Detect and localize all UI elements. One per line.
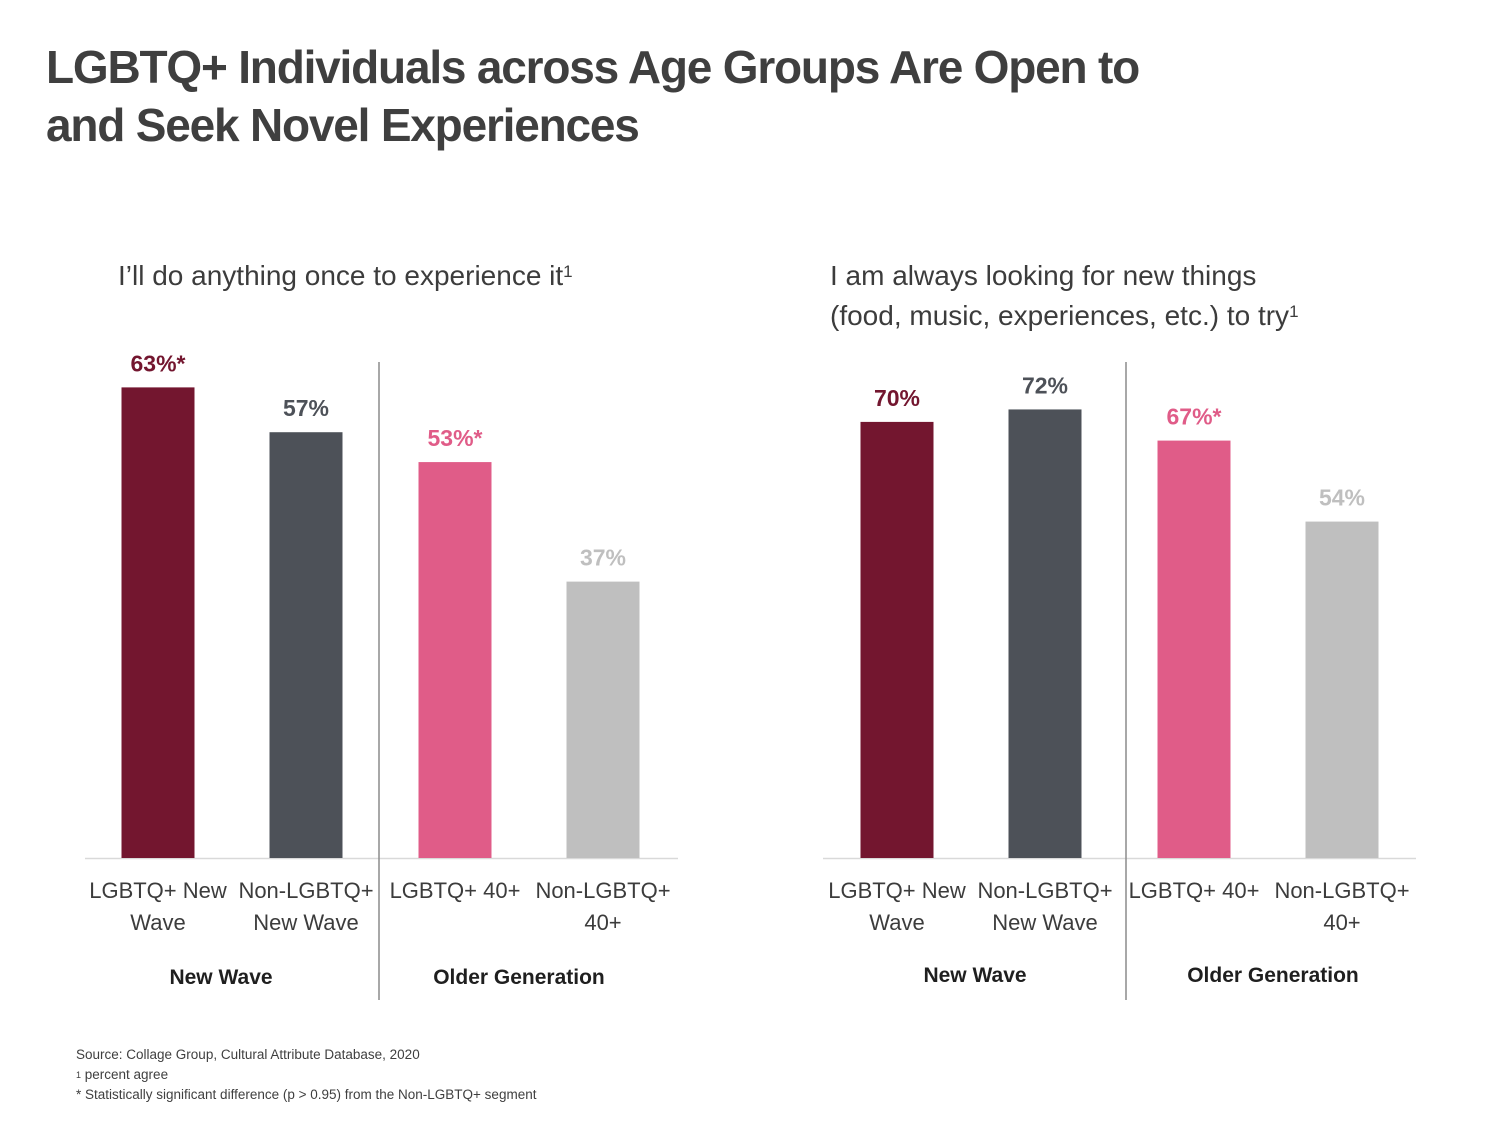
page-title-line-2: and Seek Novel Experiences xyxy=(46,99,640,151)
footnote-2: * Statistically significant difference (… xyxy=(76,1087,537,1102)
chart-2-data-label-2: 72% xyxy=(1022,372,1068,398)
chart-2-title: I am always looking for new things (food… xyxy=(830,256,1299,336)
chart-2-title-line-1: I am always looking for new things xyxy=(830,260,1257,291)
chart-1-category-label-2-line-1: Non-LGBTQ+ xyxy=(238,878,373,903)
chart-1-category-label-1: LGBTQ+ New Wave xyxy=(89,878,227,935)
chart-2-group-label-2: Older Generation xyxy=(1187,964,1359,987)
chart-2-title-footnote-marker: 1 xyxy=(1289,302,1299,321)
chart-2-data-label-1: 70% xyxy=(874,385,920,411)
chart-2-title-line-2: (food, music, experiences, etc.) to try xyxy=(830,300,1290,331)
chart-2-bar-3 xyxy=(1157,440,1231,858)
chart-2-category-label-2-line-2: New Wave xyxy=(992,910,1098,935)
chart-2-data-label-3: 67%* xyxy=(1167,404,1222,430)
chart-1-category-label-4-line-2: 40+ xyxy=(584,910,621,935)
chart-1-category-label-3: LGBTQ+ 40+ xyxy=(390,878,521,903)
footnote-1-marker: 1 xyxy=(76,1070,82,1080)
chart-1-category-label-1-line-1: LGBTQ+ New xyxy=(89,878,227,903)
footnote-1: 1 percent agree xyxy=(76,1066,168,1084)
page-title-line-1: LGBTQ+ Individuals across Age Groups Are… xyxy=(46,41,1140,93)
footnote-1-text: percent agree xyxy=(81,1067,169,1082)
chart-2-category-label-4-line-2: 40+ xyxy=(1323,910,1360,935)
chart-1-data-label-4: 37% xyxy=(580,545,626,571)
chart-1-category-label-2-line-2: New Wave xyxy=(253,910,359,935)
chart-2-bar-2 xyxy=(1008,409,1082,858)
chart-1-title: I’ll do anything once to experience it1 xyxy=(118,256,573,296)
source-note: Source: Collage Group, Cultural Attribut… xyxy=(76,1047,420,1062)
chart-1-data-label-3: 53%* xyxy=(428,425,483,451)
chart-2-group-label-1: New Wave xyxy=(923,964,1026,987)
chart-1-title-text: I’ll do anything once to experience it xyxy=(118,260,564,291)
chart-1-group-label-2: Older Generation xyxy=(433,966,605,989)
chart-1-bar-3 xyxy=(418,462,492,858)
chart-2-category-label-3-line-1: LGBTQ+ 40+ xyxy=(1129,878,1260,903)
chart-2-category-label-2-line-1: Non-LGBTQ+ xyxy=(977,878,1112,903)
chart-2-data-label-4: 54% xyxy=(1319,485,1365,511)
chart-2-category-label-4: Non-LGBTQ+ 40+ xyxy=(1274,878,1409,935)
chart-2-bar-4 xyxy=(1305,521,1379,858)
chart-1-category-label-4: Non-LGBTQ+ 40+ xyxy=(535,878,670,935)
chart-2-category-label-1: LGBTQ+ New Wave xyxy=(828,878,966,935)
chart-2-category-label-2: Non-LGBTQ+ New Wave xyxy=(977,878,1112,935)
chart-1-bar-1 xyxy=(121,387,195,858)
chart-1-bar-4 xyxy=(566,581,640,858)
chart-2-category-label-1-line-1: LGBTQ+ New xyxy=(828,878,966,903)
chart-1-category-label-1-line-2: Wave xyxy=(130,910,185,935)
chart-1-category-label-2: Non-LGBTQ+ New Wave xyxy=(238,878,373,935)
chart-1-title-footnote-marker: 1 xyxy=(563,262,573,281)
chart-2-category-label-1-line-2: Wave xyxy=(869,910,924,935)
chart-1-group-label-1: New Wave xyxy=(169,966,272,989)
chart-1-data-label-2: 57% xyxy=(283,395,329,421)
chart-2-category-label-3: LGBTQ+ 40+ xyxy=(1129,878,1260,903)
chart-2-category-label-4-line-1: Non-LGBTQ+ xyxy=(1274,878,1409,903)
chart-1-data-label-1: 63%* xyxy=(131,350,186,376)
chart-1-category-label-4-line-1: Non-LGBTQ+ xyxy=(535,878,670,903)
chart-1-bar-2 xyxy=(269,432,343,858)
chart-1-category-label-3-line-1: LGBTQ+ 40+ xyxy=(390,878,521,903)
chart-2-bar-1 xyxy=(860,421,934,858)
page-title: LGBTQ+ Individuals across Age Groups Are… xyxy=(46,38,1346,154)
